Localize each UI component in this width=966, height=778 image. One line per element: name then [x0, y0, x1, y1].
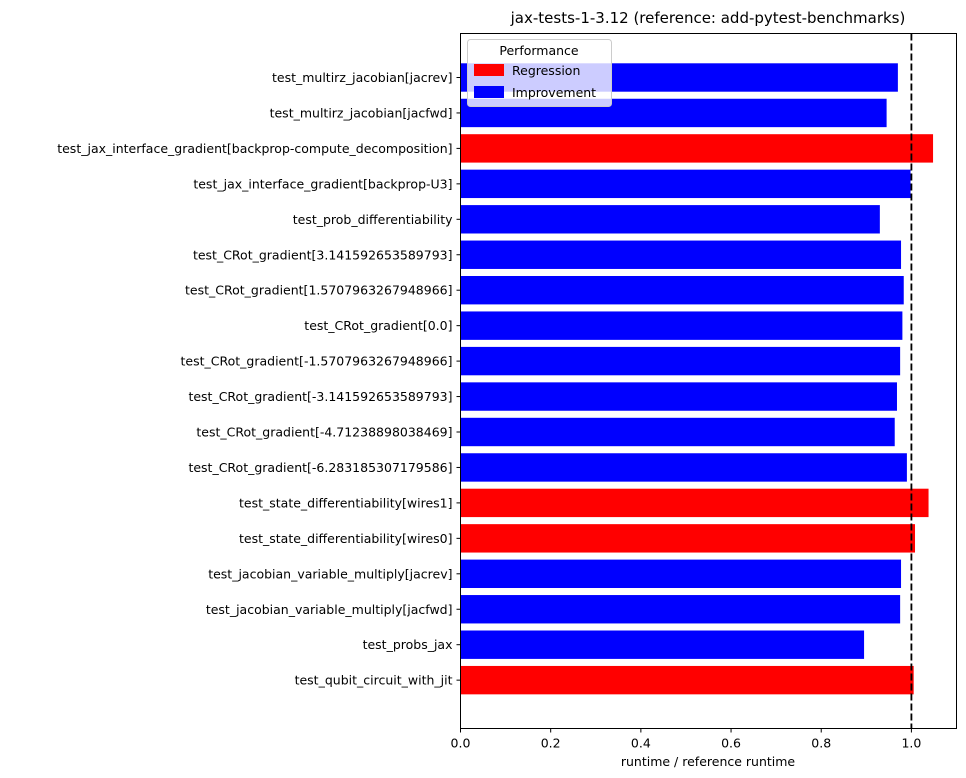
legend-label-regression: Regression [512, 63, 580, 78]
bar-test-crot-gradient-4-71238898038469 [460, 417, 895, 447]
y-tick-label: test_CRot_gradient[0.0] [304, 318, 452, 333]
x-tick-label: 1.0 [901, 736, 921, 751]
x-tick-label: 0.6 [721, 736, 741, 751]
legend: Performance Regression Improvement [467, 39, 612, 107]
y-tick-label: test_state_differentiability[wires0] [239, 531, 453, 546]
y-tick-label: test_prob_differentiability [293, 212, 453, 227]
bar-test-jacobian-variable-multiply-jacfwd [460, 595, 901, 624]
bar-test-prob-differentiability [460, 205, 880, 234]
y-tick-label: test_jax_interface_gradient[backprop-U3] [193, 176, 452, 191]
bar-test-crot-gradient-6-283185307179586 [460, 453, 907, 482]
plot-frame [460, 33, 957, 729]
y-axis: test_multirz_jacobian[jacrev] test_multir… [57, 70, 461, 688]
y-tick-label: test_jacobian_variable_multiply[jacrev] [208, 566, 452, 581]
y-tick-label: test_state_differentiability[wires1] [239, 495, 453, 510]
legend-label-improvement: Improvement [512, 85, 596, 100]
x-tick-label: 0.8 [811, 736, 831, 751]
bar-test-jax-interface-gradient-backprop-u3 [460, 169, 911, 199]
x-axis: 0.0 0.2 0.4 0.6 0.8 1.0 [451, 728, 921, 751]
chart-title: jax-tests-1-3.12 (reference: add-pytest-… [510, 9, 906, 27]
legend-title: Performance [499, 43, 579, 58]
y-tick-label: test_jax_interface_gradient[backprop-com… [57, 141, 452, 156]
bar-test-probs-jax [460, 630, 865, 659]
bar-test-jax-interface-gradient-backprop-compute-decomposition [460, 134, 934, 163]
bars-layer [460, 63, 934, 695]
bar-test-crot-gradient-3-141592653589793 [460, 382, 897, 411]
y-tick-label: test_jacobian_variable_multiply[jacfwd] [206, 602, 453, 617]
y-tick-label: test_probs_jax [363, 637, 453, 652]
bar-test-crot-gradient-0-0 [460, 311, 903, 340]
y-tick-label: test_CRot_gradient[-6.283185307179586] [188, 460, 452, 475]
y-tick-label: test_CRot_gradient[1.5707963267948966] [185, 283, 453, 298]
y-tick-label: test_multirz_jacobian[jacrev] [272, 70, 453, 85]
y-tick-label: test_CRot_gradient[-1.5707963267948966] [181, 354, 453, 369]
bar-test-crot-gradient-1-5707963267948966 [460, 346, 901, 376]
x-tick-label: 0.2 [541, 736, 561, 751]
bar-test-state-differentiability-wires1 [460, 488, 929, 518]
bar-test-crot-gradient-3-141592653589793 [460, 240, 902, 269]
y-tick-label: test_CRot_gradient[-4.71238898038469] [196, 425, 452, 440]
x-tick-label: 0.4 [631, 736, 651, 751]
bar-test-jacobian-variable-multiply-jacrev [460, 559, 902, 588]
x-axis-label: runtime / reference runtime [621, 754, 796, 769]
x-tick-label: 0.0 [451, 736, 471, 751]
bar-test-state-differentiability-wires0 [460, 524, 916, 553]
y-tick-label: test_qubit_circuit_with_jit [295, 673, 453, 688]
y-tick-label: test_CRot_gradient[3.141592653589793] [193, 247, 453, 262]
y-tick-label: test_multirz_jacobian[jacfwd] [270, 105, 453, 120]
bar-test-crot-gradient-1-5707963267948966 [460, 276, 904, 305]
y-tick-label: test_CRot_gradient[-3.141592653589793] [188, 389, 452, 404]
legend-swatch-improvement [474, 86, 504, 98]
legend-swatch-regression [474, 64, 504, 76]
bar-test-qubit-circuit-with-jit [460, 665, 914, 695]
